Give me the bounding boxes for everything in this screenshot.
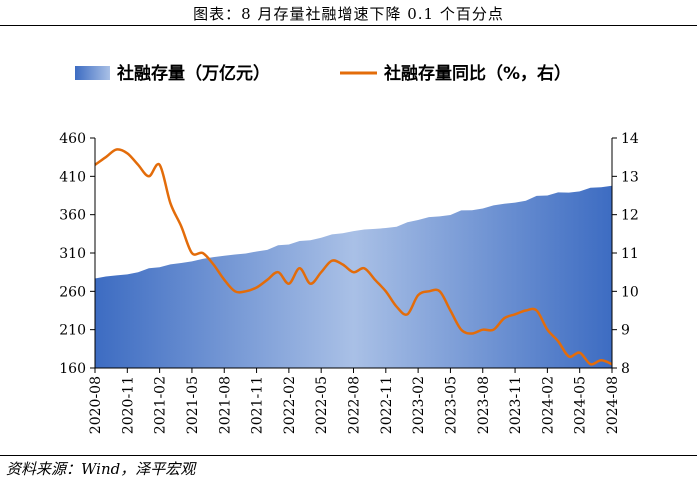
plot-area: 160 210 260 310 360 410 460 8 9 10 11 12 13 14 2020-08… <box>59 131 639 434</box>
right-tick-label: 14 <box>621 131 639 147</box>
left-tick-label: 410 <box>59 169 86 185</box>
right-tick-label: 11 <box>621 246 639 262</box>
left-tick-label: 460 <box>59 131 86 147</box>
x-tick-label: 2022-08 <box>347 376 363 434</box>
left-tick-label: 210 <box>59 323 86 339</box>
top-rule <box>0 25 697 26</box>
source-note: 资料来源：Wind，泽平宏观 <box>6 460 196 478</box>
left-tick-label: 160 <box>59 361 86 377</box>
bottom-rule <box>0 455 697 456</box>
x-tick-label: 2023-05 <box>443 376 459 434</box>
right-tick-label: 12 <box>621 208 639 224</box>
x-tick-label: 2024-05 <box>573 376 589 434</box>
x-tick-label: 2020-08 <box>88 376 104 434</box>
x-tick-label: 2022-05 <box>314 376 330 434</box>
left-tick-label: 260 <box>59 284 86 300</box>
x-tick-label: 2021-11 <box>250 376 266 434</box>
right-tick-label: 13 <box>621 169 639 185</box>
x-tick-label: 2021-08 <box>217 376 233 434</box>
chart-title: 图表：8 月存量社融增速下降 0.1 个百分点 <box>193 5 504 23</box>
x-tick-label: 2021-02 <box>153 376 169 434</box>
x-tick-label: 2023-08 <box>476 376 492 434</box>
legend-area-swatch <box>75 66 110 80</box>
x-tick-label: 2024-02 <box>540 376 556 434</box>
x-tick-label: 2022-02 <box>282 376 298 434</box>
x-tick-label: 2023-02 <box>411 376 427 434</box>
x-tick-label: 2021-05 <box>185 376 201 434</box>
right-tick-label: 9 <box>621 323 630 339</box>
chart-svg: 社融存量（万亿元） 社融存量同比（%，右） 160 210 260 310 360 410… <box>59 63 639 434</box>
line-series-yoy <box>94 148 613 366</box>
right-tick-label: 10 <box>621 284 639 300</box>
legend-area-label: 社融存量（万亿元） <box>116 63 270 84</box>
x-tick-label: 2024-08 <box>605 376 621 434</box>
x-tick-label: 2023-11 <box>508 376 524 434</box>
left-tick-label: 360 <box>59 208 86 224</box>
x-tick-label: 2020-11 <box>120 376 136 434</box>
right-tick-label: 8 <box>621 361 630 377</box>
x-tick-label: 2022-11 <box>379 376 395 434</box>
left-tick-label: 310 <box>59 246 86 262</box>
legend-line-label: 社融存量同比（%，右） <box>383 63 571 84</box>
area-series-stock <box>95 185 612 368</box>
